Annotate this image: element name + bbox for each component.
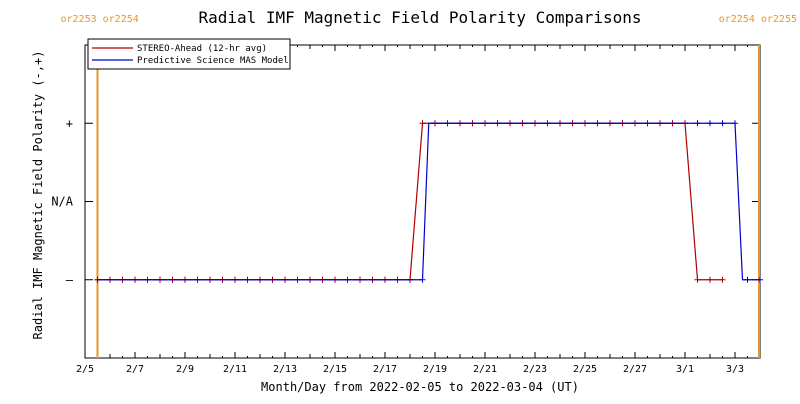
carrington-label: or2253 or2254 xyxy=(61,14,139,25)
carrington-markers: or2253 or2254 or2254 or2255 xyxy=(61,14,797,358)
plot-frame xyxy=(84,44,761,359)
chart-title: Radial IMF Magnetic Field Polarity Compa… xyxy=(198,8,641,27)
x-tick-label: 3/3 xyxy=(726,364,744,375)
x-tick-label: 2/25 xyxy=(573,364,597,375)
x-tick-label: 2/27 xyxy=(623,364,647,375)
x-tick-label: 2/23 xyxy=(523,364,547,375)
x-axis-label: Month/Day from 2022-02-05 to 2022-03-04 … xyxy=(261,380,579,394)
legend-label-stereo: STEREO-Ahead (12-hr avg) xyxy=(137,44,267,54)
legend-label-mas: Predictive Science MAS Model xyxy=(137,56,289,66)
legend-box xyxy=(87,38,291,70)
x-tick-label: 2/5 xyxy=(76,364,94,375)
x-tick-label: 2/21 xyxy=(473,364,497,375)
x-tick-label: 2/11 xyxy=(223,364,247,375)
x-tick-label: 2/7 xyxy=(126,364,144,375)
axes-ticks: 2/5 2/7 2/9 2/11 2/13 2/15 2/17 2/19 2/21 2/23 2/2… xyxy=(51,45,761,375)
legend: STEREO-Ahead (12-hr avg) Predictive Scie… xyxy=(87,38,291,70)
x-tick-label: 2/13 xyxy=(273,364,297,375)
x-tick-label: 3/1 xyxy=(676,364,694,375)
carrington-label: or2254 or2255 xyxy=(719,14,797,25)
stereo-line xyxy=(97,122,723,281)
x-tick-label: 2/9 xyxy=(176,364,194,375)
y-tick-label: + xyxy=(66,116,73,130)
series-layer xyxy=(94,120,763,283)
mas-line xyxy=(97,122,760,281)
x-tick-label: 2/19 xyxy=(423,364,447,375)
x-tick-label: 2/17 xyxy=(373,364,397,375)
y-tick-label: – xyxy=(66,273,74,287)
y-tick-label: N/A xyxy=(51,195,73,209)
x-tick-label: 2/15 xyxy=(323,364,347,375)
y-axis-label: Radial IMF Magnetic Field Polarity (-,+) xyxy=(31,51,45,340)
